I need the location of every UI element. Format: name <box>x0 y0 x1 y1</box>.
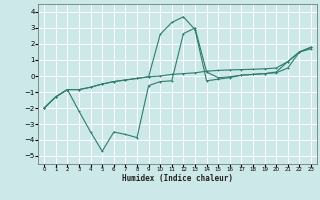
X-axis label: Humidex (Indice chaleur): Humidex (Indice chaleur) <box>122 174 233 183</box>
